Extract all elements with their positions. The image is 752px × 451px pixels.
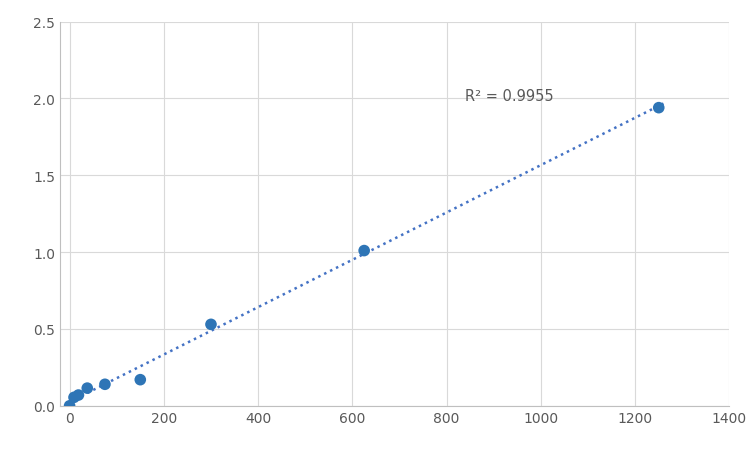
Point [653, 105, 665, 112]
Point [72, 391, 84, 399]
Point [81, 385, 93, 392]
Point [135, 376, 147, 383]
Point [68, 394, 80, 401]
Point [205, 321, 217, 328]
Point [99, 381, 111, 388]
Text: R² = 0.9955: R² = 0.9955 [465, 89, 554, 104]
Point [64, 402, 76, 410]
Point [358, 248, 370, 255]
